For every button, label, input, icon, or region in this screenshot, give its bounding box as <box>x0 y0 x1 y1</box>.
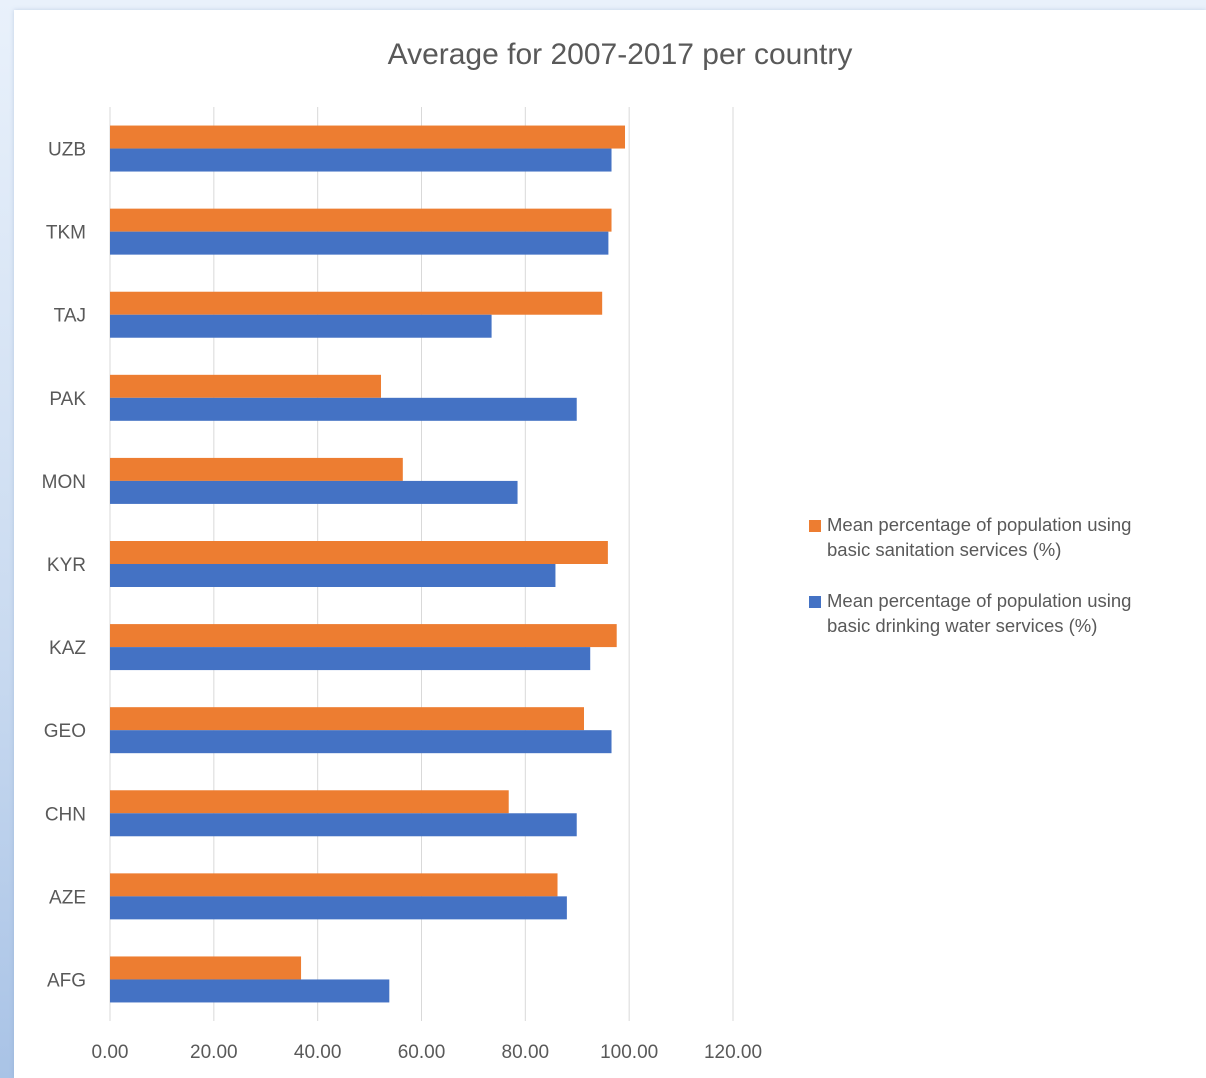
bar-sanitation-aze <box>110 873 558 897</box>
bar-sanitation-afg <box>110 956 302 980</box>
bar-water-kyr <box>110 564 556 587</box>
bar-sanitation-chn <box>110 790 509 814</box>
x-tick-label: 40.00 <box>294 1042 342 1063</box>
legend-item: Mean percentage of population using basic… <box>809 590 1131 636</box>
legend-item: Mean percentage of population using basic… <box>809 514 1131 560</box>
x-tick-label: 20.00 <box>190 1042 238 1063</box>
bar-sanitation-kaz <box>110 624 617 648</box>
y-tick-label: CHN <box>45 804 86 825</box>
x-tick-label: 100.00 <box>600 1042 658 1063</box>
bar-water-geo <box>110 730 612 754</box>
legend-label: Mean percentage of population using basic… <box>827 590 1131 636</box>
bar-water-uzb <box>110 148 612 172</box>
x-tick-label: 120.00 <box>704 1042 762 1063</box>
bar-water-kaz <box>110 647 591 671</box>
bar-sanitation-kyr <box>110 541 608 564</box>
bar-water-taj <box>110 314 492 338</box>
bar-sanitation-taj <box>110 291 603 315</box>
legend-label: Mean percentage of population using basic… <box>827 514 1131 560</box>
bar-water-afg <box>110 979 390 1003</box>
bar-sanitation-tkm <box>110 208 612 232</box>
bar-water-chn <box>110 813 577 837</box>
bar-chart: Average for 2007-2017 per country UZB TKM… <box>42 38 1132 1063</box>
y-tick-label: MON <box>42 472 86 493</box>
y-tick-label: AFG <box>47 970 86 991</box>
bar-sanitation-uzb <box>110 125 626 149</box>
y-tick-label: KYR <box>47 555 86 576</box>
bar-water-aze <box>110 896 567 920</box>
y-tick-label: UZB <box>48 140 86 161</box>
y-tick-label: TKM <box>46 223 86 244</box>
chart-panel: Average for 2007-2017 per country UZB TKM… <box>14 10 1206 1078</box>
bar-water-mon <box>110 480 518 504</box>
bar-sanitation-pak <box>110 374 382 398</box>
y-tick-label: GEO <box>44 721 86 742</box>
legend-swatch <box>809 520 821 532</box>
y-tick-label: KAZ <box>49 638 86 659</box>
x-tick-label: 80.00 <box>502 1042 550 1063</box>
y-tick-label: TAJ <box>54 306 86 327</box>
chart-title: Average for 2007-2017 per country <box>388 38 853 71</box>
bar-sanitation-mon <box>110 457 403 481</box>
legend-swatch <box>809 596 821 608</box>
bar-water-tkm <box>110 231 609 255</box>
bar-water-pak <box>110 397 577 421</box>
x-tick-label: 0.00 <box>92 1042 129 1063</box>
bar-sanitation-geo <box>110 707 584 731</box>
y-tick-label: AZE <box>49 887 86 908</box>
x-tick-label: 60.00 <box>398 1042 446 1063</box>
y-tick-label: PAK <box>49 389 86 410</box>
